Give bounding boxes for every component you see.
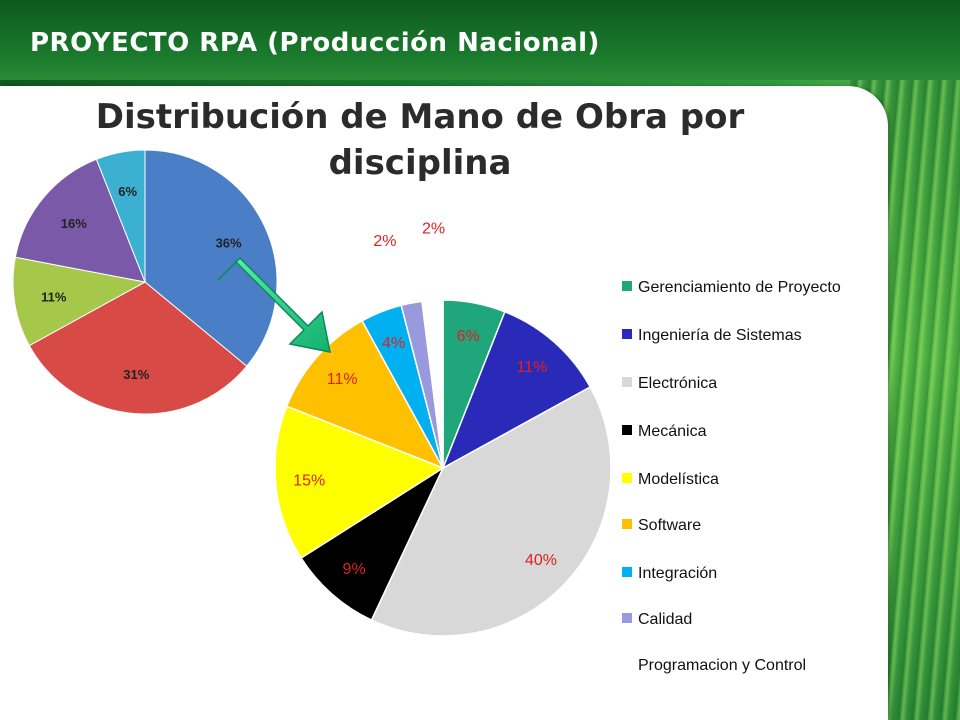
small-pie-slice [14, 158, 146, 283]
pie-data-label: 11% [516, 359, 547, 376]
pie-slice-mecanica [300, 465, 445, 622]
legend-swatch [622, 613, 632, 623]
legend-swatch [622, 281, 632, 291]
slide-title-line1: Distribución de Mano de Obra por [95, 97, 745, 137]
legend-label: Calidad [638, 611, 693, 628]
pie-slice-electronica [370, 386, 612, 637]
legend-swatch [622, 473, 632, 483]
pie-slice-programacion-y-control [421, 299, 444, 469]
small-pie-label: 6% [118, 184, 137, 199]
pie-data-label: 11% [327, 371, 358, 388]
header-title: PROYECTO RPA (Producción Nacional) [30, 28, 600, 58]
pie-data-label: 9% [343, 561, 366, 578]
small-pie-slice [95, 149, 146, 283]
pie-slice-software [285, 319, 445, 470]
small-pie-label: 31% [123, 367, 149, 382]
small-pie-slice [144, 149, 278, 367]
pie-slice-ingenieria-de-sistemas [441, 310, 592, 470]
pie-data-label: 2% [422, 220, 445, 237]
slide-title-line2: disciplina [328, 143, 512, 183]
legend-swatch [622, 377, 632, 387]
legend-label: Gerenciamiento de Proyecto [638, 279, 841, 296]
small-pie-slice [12, 256, 147, 347]
legend-swatch [622, 329, 632, 339]
header-bar: PROYECTO RPA (Producción Nacional) [0, 0, 960, 80]
legend-label: Software [638, 517, 702, 534]
legend-swatch [622, 659, 632, 669]
pie-data-label: 15% [293, 473, 325, 490]
pie-slice-modelistica [274, 405, 445, 560]
legend-swatch [622, 425, 632, 435]
arrow-icon [217, 256, 331, 353]
legend-swatch [622, 567, 632, 577]
pie-data-label: 2% [373, 233, 396, 250]
small-pie-slice [28, 281, 248, 415]
slide-title: Distribución de Mano de Obra por discipl… [30, 94, 810, 186]
main-pie-chart: 6% 11% 40% 9% 15% 11% 4% 2% 2% [274, 220, 612, 637]
legend-label: Modelística [638, 471, 719, 488]
legend-label: Mecánica [638, 423, 707, 440]
legend-label: Integración [638, 565, 718, 582]
legend-swatch [622, 519, 632, 529]
small-pie-chart: 36% 31% 11% 16% 6% [12, 149, 278, 415]
small-pie-label: 16% [61, 216, 87, 231]
small-pie-label: 11% [41, 289, 67, 304]
small-pie-label: 36% [216, 236, 242, 251]
legend-label: Programacion y Control [638, 657, 807, 674]
legend-label: Ingeniería de Sistemas [638, 327, 802, 344]
pie-data-label: 6% [457, 328, 480, 345]
pie-data-label: 40% [525, 552, 557, 569]
legend-label: Electrónica [638, 375, 718, 392]
pie-data-label: 4% [382, 335, 405, 352]
